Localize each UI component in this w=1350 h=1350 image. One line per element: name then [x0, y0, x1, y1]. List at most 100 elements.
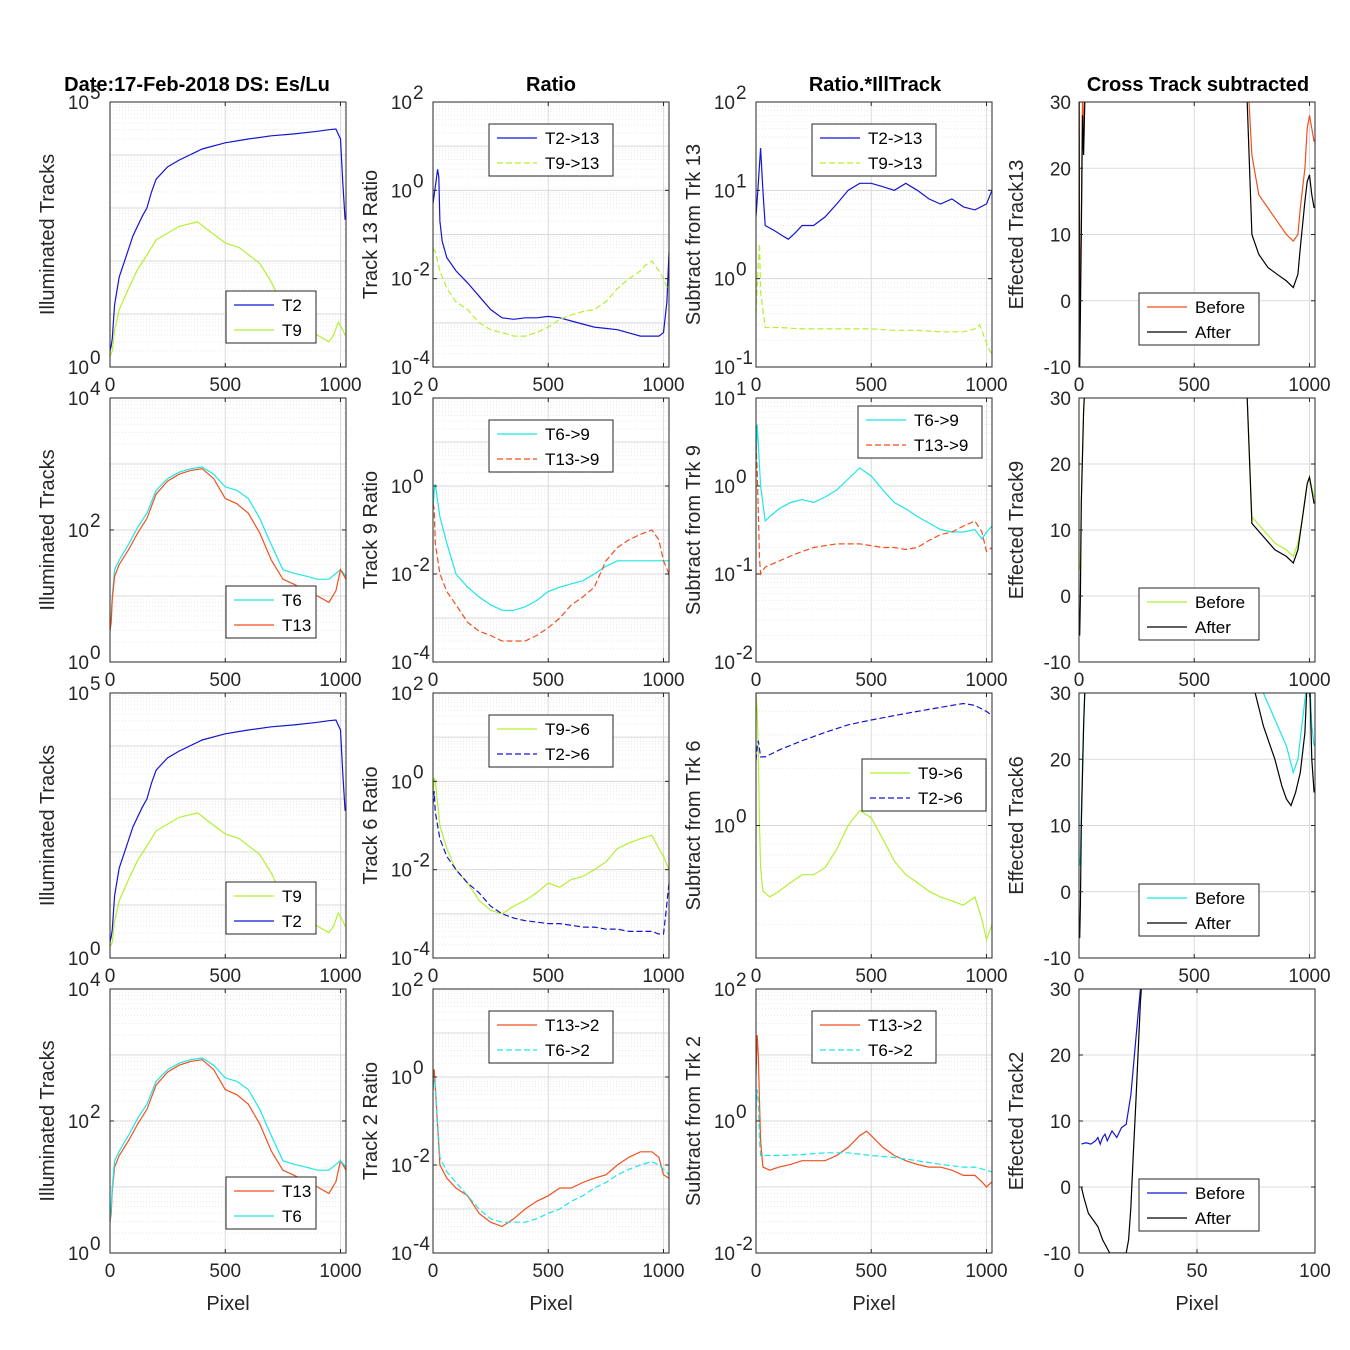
y-tick-label: 10 [68, 389, 89, 410]
legend-box [225, 881, 317, 935]
x-tick-label: 1000 [319, 966, 361, 987]
y-tick-exponent: 2 [90, 511, 101, 532]
y-tick-label: 10 [714, 817, 735, 838]
y-tick-exponent: 0 [413, 762, 424, 783]
y-tick-label: 10 [68, 980, 89, 1001]
axes-box [109, 101, 347, 368]
series-group [433, 1069, 669, 1228]
series-line-2 [1079, 102, 1315, 367]
legend-label: T13->9 [545, 450, 599, 469]
y-tick-label: 20 [1050, 750, 1071, 771]
y-tick-exponent: 0 [90, 643, 101, 664]
legend-label: T2->13 [545, 129, 599, 148]
series-group [1079, 398, 1315, 636]
y-tick-exponent: 4 [90, 970, 101, 991]
y-tick-exponent: 0 [736, 807, 747, 828]
x-tick-label: 500 [209, 966, 241, 987]
x-tick-label: 1000 [319, 1261, 361, 1282]
y-tick-label: 10 [714, 270, 735, 291]
x-tick-label: 0 [751, 966, 762, 987]
y-tick-label: 10 [714, 980, 735, 1001]
x-tick-label: 0 [105, 375, 116, 396]
legend-box [857, 405, 983, 459]
y-tick-label: 10 [68, 653, 89, 674]
y-tick-exponent: 0 [413, 171, 424, 192]
legend-box [1138, 1178, 1260, 1232]
y-tick-label: 10 [391, 861, 412, 882]
y-tick-exponent: -1 [736, 555, 753, 576]
legend-label: T2->6 [918, 789, 963, 808]
y-tick-label: 10 [68, 1244, 89, 1265]
y-tick-label: 10 [68, 1112, 89, 1133]
series-group [756, 1035, 992, 1188]
y-tick-label: -10 [1044, 949, 1071, 970]
legend-label: Before [1195, 298, 1245, 317]
y-tick-exponent: 0 [736, 1102, 747, 1123]
y-tick-exponent: 2 [736, 83, 747, 104]
y-tick-exponent: -2 [413, 260, 430, 281]
legend-box [488, 1010, 614, 1064]
x-tick-label: 500 [532, 670, 564, 691]
y-axis-label: Illuminated Tracks [37, 154, 59, 315]
legend-box [488, 419, 614, 473]
axes-box [755, 101, 993, 368]
legend: T9->6 T2->6 [488, 714, 614, 768]
x-tick-label: 1000 [319, 670, 361, 691]
y-tick-label: 10 [714, 565, 735, 586]
series-group [433, 484, 669, 642]
series-group [1079, 102, 1315, 367]
legend-label: T6 [282, 1207, 302, 1226]
y-tick-exponent: -4 [413, 643, 430, 664]
y-axis-label: Track 9 Ratio [360, 471, 382, 589]
y-tick-label: 10 [391, 653, 412, 674]
x-tick-label: 0 [1074, 670, 1085, 691]
legend-label: Before [1195, 593, 1245, 612]
series-line-1 [433, 777, 669, 915]
series-line-2 [433, 1076, 669, 1223]
legend: Before After [1138, 883, 1260, 937]
y-tick-exponent: 0 [90, 939, 101, 960]
series-line-2 [433, 791, 669, 935]
y-tick-label: 10 [714, 181, 735, 202]
y-tick-exponent: -1 [736, 348, 753, 369]
y-tick-label: 20 [1050, 1046, 1071, 1067]
legend-label: After [1195, 1209, 1231, 1228]
x-tick-label: 500 [855, 966, 887, 987]
y-tick-exponent: -2 [413, 555, 430, 576]
series-line-1 [433, 484, 669, 611]
legend-label: Before [1195, 889, 1245, 908]
y-axis-label: Subtract from Trk 9 [683, 445, 705, 615]
y-tick-exponent: 1 [736, 171, 747, 192]
series-line-1 [433, 1069, 669, 1228]
series-group [1079, 693, 1315, 939]
x-tick-label: 1000 [1288, 966, 1330, 987]
series-line-2 [756, 443, 992, 576]
series-group [756, 148, 992, 355]
series-group [433, 777, 669, 935]
y-axis-label: Track 6 Ratio [360, 766, 382, 884]
y-tick-label: 0 [1060, 883, 1071, 904]
y-tick-label: 10 [714, 477, 735, 498]
legend: Before After [1138, 587, 1260, 641]
y-tick-label: 10 [1050, 521, 1071, 542]
x-axis-label: Pixel [852, 1293, 895, 1315]
x-tick-label: 500 [855, 670, 887, 691]
y-tick-label: 10 [714, 1112, 735, 1133]
legend-label: T9->6 [918, 764, 963, 783]
y-tick-label: 10 [391, 1156, 412, 1177]
series-line-1 [110, 128, 346, 352]
series-line-1 [756, 1035, 992, 1188]
series-line-2 [756, 1089, 992, 1173]
x-axis-label: Pixel [206, 1293, 249, 1315]
x-tick-label: 500 [855, 1261, 887, 1282]
x-tick-label: 0 [751, 670, 762, 691]
y-tick-exponent: -4 [413, 939, 430, 960]
axes-box [432, 397, 670, 663]
legend-box [1138, 292, 1260, 346]
y-axis-label: Illuminated Tracks [37, 1040, 59, 1201]
y-axis-label: Track 2 Ratio [360, 1062, 382, 1180]
